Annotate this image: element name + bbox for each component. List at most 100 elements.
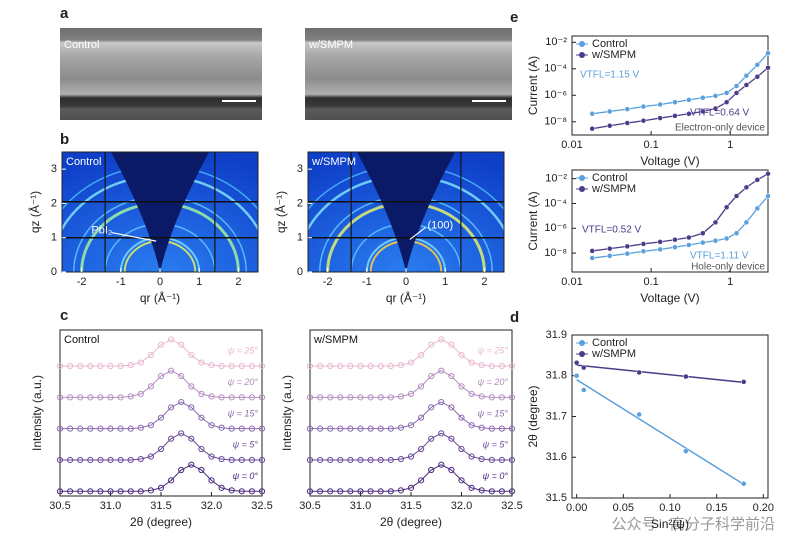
xrd-point: [508, 456, 516, 464]
xrd-point: [258, 362, 266, 370]
xrd-point: [127, 488, 134, 495]
xrd-point: [258, 456, 266, 464]
data-point: [712, 93, 719, 99]
xrd-point: [218, 424, 225, 431]
data-point: [700, 95, 706, 101]
x-tick-label: 0.01: [561, 139, 582, 151]
data-point: [712, 219, 719, 226]
sem-image: [305, 28, 512, 120]
xrd-point: [228, 456, 235, 464]
xrd-point: [337, 394, 344, 401]
xrd-point: [238, 488, 245, 495]
y-axis-label: Current (A): [526, 191, 540, 250]
xrd-point: [258, 488, 266, 495]
xrd-point: [67, 488, 74, 495]
xrd-point: [107, 425, 114, 432]
xrd-point: [468, 422, 475, 429]
xrd-point: [178, 398, 185, 406]
x-tick-label: -2: [77, 276, 87, 288]
sem-label: w/SMPM: [308, 39, 353, 51]
y-tick-label: 2: [51, 197, 57, 209]
xrd-point: [77, 456, 84, 464]
xrd-point: [367, 456, 374, 464]
xrd-point: [317, 362, 324, 370]
data-point: [672, 236, 678, 243]
xrd-point: [448, 372, 455, 380]
plot-frame: [571, 35, 769, 136]
xrd-curve: [310, 401, 512, 430]
xrd-point: [107, 456, 114, 464]
xrd-point: [56, 488, 64, 495]
xrd-point: [448, 466, 455, 474]
xrd-point: [438, 461, 445, 468]
xrd-point: [498, 456, 505, 464]
x-tick-label: 1: [727, 139, 733, 151]
panel-title: Control: [64, 334, 99, 346]
xrd-point: [407, 422, 415, 429]
data-point: [683, 373, 689, 380]
y-tick-label: 10⁻⁴: [544, 63, 567, 75]
xrd-point: [137, 488, 144, 495]
xrd-curve: [60, 370, 262, 398]
xrd-point: [418, 351, 425, 359]
xrd-point: [357, 394, 364, 401]
xrd-point: [397, 487, 404, 494]
xrd-point: [87, 488, 94, 495]
xrd-point: [337, 425, 344, 432]
plot-frame: [571, 169, 769, 273]
xrd-point: [488, 425, 495, 432]
xrd-point: [347, 362, 354, 370]
data-point: [589, 111, 595, 117]
xrd-curve: [60, 338, 262, 367]
sem-label: Control: [64, 39, 99, 51]
y-tick-label: 10⁻⁶: [544, 222, 567, 234]
xrd-point: [306, 394, 314, 401]
xrd-point: [77, 394, 84, 401]
data-point: [589, 255, 595, 261]
data-point: [765, 170, 771, 177]
annotation: (100): [428, 219, 454, 231]
xrd-point: [498, 488, 505, 495]
x-axis-label: Sin²(ψ): [651, 517, 689, 531]
data-point: [589, 248, 595, 254]
xrd-point: [367, 425, 374, 432]
x-tick-label: 0: [403, 276, 409, 288]
xrd-point: [428, 435, 435, 442]
xrd-point: [168, 336, 175, 343]
xrd-point: [238, 425, 245, 432]
xrd-point: [117, 394, 124, 401]
xrd-curve: [60, 401, 262, 430]
xrd-point: [87, 394, 94, 401]
xrd-point: [377, 394, 384, 401]
xrd-point: [387, 362, 394, 370]
x-tick-label: 2: [481, 276, 487, 288]
xrd-point: [448, 404, 455, 411]
xrd-point: [306, 488, 314, 495]
xrd-point: [317, 425, 324, 432]
annotation: VTFL=0.64 V: [690, 108, 750, 119]
xrd-point: [327, 394, 334, 401]
xrd-curve: [310, 432, 512, 461]
xrd-point: [488, 456, 495, 464]
xrd-point: [327, 362, 334, 370]
x-tick-label: 0.1: [643, 276, 658, 288]
data-point: [733, 83, 740, 89]
xrd-point: [478, 393, 485, 400]
xrd-point: [56, 394, 64, 401]
data-point: [581, 387, 587, 393]
panel-label: d: [510, 309, 519, 326]
xrd-point: [377, 425, 384, 432]
x-tick-label: 32.0: [451, 500, 472, 512]
annotation: Electron-only device: [675, 123, 765, 134]
xrd-point: [387, 488, 394, 495]
xrd-point: [87, 362, 94, 370]
panel-label: e: [510, 9, 518, 26]
x-tick-label: 32.5: [501, 500, 522, 512]
x-tick-label: 31.5: [150, 500, 171, 512]
xrd-point: [228, 362, 235, 370]
xrd-point: [67, 456, 74, 464]
xrd-point: [367, 362, 374, 370]
data-point: [754, 62, 761, 68]
y-axis-label: qz (Å⁻¹): [273, 191, 288, 233]
